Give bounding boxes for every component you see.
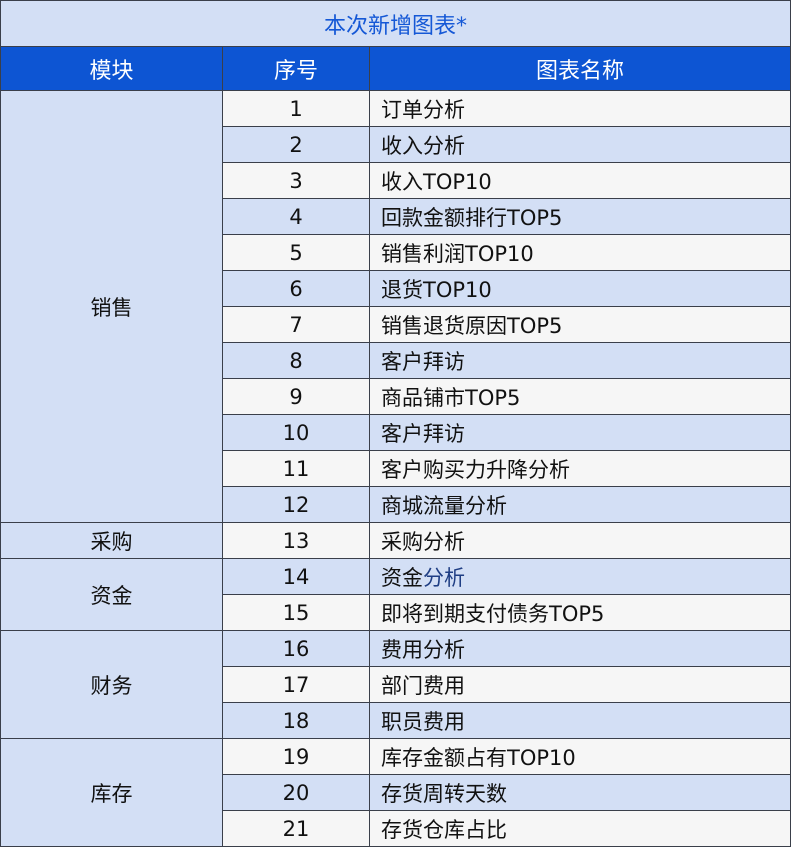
module-cell: 销售 — [0, 90, 223, 523]
chart-name: 库存金额占有TOP10 — [381, 745, 576, 770]
index-cell: 19 — [222, 738, 370, 775]
table-title: 本次新增图表* — [0, 0, 791, 47]
chart-name: 销售退货原因TOP5 — [381, 313, 563, 338]
index-cell: 11 — [222, 450, 370, 487]
chart-name-cell: 退货TOP10 — [369, 270, 791, 307]
table-row: 9 商品铺市TOP5 — [1, 378, 791, 415]
chart-name: 收入TOP10 — [381, 169, 492, 194]
header-index: 序号 — [222, 46, 370, 91]
table-row: 21 存货仓库占比 — [1, 810, 791, 847]
index-cell: 12 — [222, 486, 370, 523]
chart-name-cell: 部门费用 — [369, 666, 791, 703]
index-cell: 9 — [222, 378, 370, 415]
index-cell: 2 — [222, 126, 370, 163]
index-cell: 18 — [222, 702, 370, 739]
table-row: 销售 1 订单分析 — [0, 90, 791, 523]
index-cell: 13 — [222, 522, 370, 559]
chart-name-cell: 费用分析 — [369, 630, 791, 667]
chart-name-cell: 客户拜访 — [369, 414, 791, 451]
chart-name-cell: 收入TOP10 — [369, 162, 791, 199]
index-cell: 14 — [222, 558, 370, 595]
index-cell: 5 — [222, 234, 370, 271]
chart-name-cell: 销售退货原因TOP5 — [369, 306, 791, 343]
chart-name: 资金 — [381, 565, 423, 590]
table-row: 2 收入分析 — [1, 126, 791, 163]
chart-name: 商品铺市TOP5 — [381, 385, 521, 410]
index-cell: 15 — [222, 594, 370, 631]
table-row: 4 回款金额排行TOP5 — [1, 198, 791, 235]
chart-name: 客户拜访 — [381, 349, 465, 374]
chart-name-cell: 订单分析 — [369, 90, 791, 127]
module-cell: 采购 — [0, 522, 223, 559]
table-row: 资金 14 资金分析 — [0, 558, 791, 631]
index-cell: 17 — [222, 666, 370, 703]
table-row: 11 客户购买力升降分析 — [1, 450, 791, 487]
chart-name: 订单分析 — [381, 97, 465, 122]
chart-name-cell: 收入分析 — [369, 126, 791, 163]
chart-name-cell: 采购分析 — [369, 522, 791, 559]
table-row: 17 部门费用 — [1, 666, 791, 703]
index-cell: 20 — [222, 774, 370, 811]
table-row: 7 销售退货原因TOP5 — [1, 306, 791, 343]
chart-name-cell: 库存金额占有TOP10 — [369, 738, 791, 775]
module-cell: 库存 — [0, 738, 223, 847]
index-cell: 4 — [222, 198, 370, 235]
chart-name-cell: 存货周转天数 — [369, 774, 791, 811]
module-cell: 财务 — [0, 630, 223, 739]
chart-name: 存货周转天数 — [381, 781, 507, 806]
chart-name: 费用分析 — [381, 637, 465, 662]
module-cell: 资金 — [0, 558, 223, 631]
chart-name-cell: 即将到期支付债务TOP5 — [369, 594, 791, 631]
index-cell: 7 — [222, 306, 370, 343]
index-cell: 1 — [222, 90, 370, 127]
chart-name-cell: 资金分析 — [369, 558, 791, 595]
chart-name: 收入分析 — [381, 133, 465, 158]
index-cell: 6 — [222, 270, 370, 307]
table-row: 12 商城流量分析 — [1, 486, 791, 523]
table-row: 20 存货周转天数 — [1, 774, 791, 811]
chart-name-cell: 商城流量分析 — [369, 486, 791, 523]
chart-name: 存货仓库占比 — [381, 817, 507, 842]
table-row: 财务 16 费用分析 — [0, 630, 791, 739]
table-row: 6 退货TOP10 — [1, 270, 791, 307]
chart-name-cell: 客户拜访 — [369, 342, 791, 379]
chart-name: 客户购买力升降分析 — [381, 457, 570, 482]
chart-name-cell: 客户购买力升降分析 — [369, 450, 791, 487]
index-cell: 21 — [222, 810, 370, 847]
chart-name: 商城流量分析 — [381, 493, 507, 518]
chart-name-accent: 分析 — [423, 565, 465, 590]
chart-name: 即将到期支付债务TOP5 — [381, 601, 605, 626]
chart-name: 职员费用 — [381, 709, 465, 734]
index-cell: 16 — [222, 630, 370, 667]
index-cell: 8 — [222, 342, 370, 379]
table-row: 采购 13 采购分析 — [0, 522, 791, 559]
chart-name-cell: 商品铺市TOP5 — [369, 378, 791, 415]
table-row: 8 客户拜访 — [1, 342, 791, 379]
chart-name-cell: 回款金额排行TOP5 — [369, 198, 791, 235]
table-row: 18 职员费用 — [1, 702, 791, 739]
table-row: 3 收入TOP10 — [1, 162, 791, 199]
chart-name: 采购分析 — [381, 529, 465, 554]
chart-name-cell: 销售利润TOP10 — [369, 234, 791, 271]
index-cell: 3 — [222, 162, 370, 199]
table-row: 5 销售利润TOP10 — [1, 234, 791, 271]
chart-name: 客户拜访 — [381, 421, 465, 446]
index-cell: 10 — [222, 414, 370, 451]
chart-name-cell: 职员费用 — [369, 702, 791, 739]
table-row: 库存 19 库存金额占有TOP10 — [0, 738, 791, 847]
chart-name: 回款金额排行TOP5 — [381, 205, 563, 230]
chart-name: 销售利润TOP10 — [381, 241, 534, 266]
chart-name: 退货TOP10 — [381, 277, 492, 302]
chart-name-cell: 存货仓库占比 — [369, 810, 791, 847]
header-module: 模块 — [0, 46, 223, 91]
header-name: 图表名称 — [369, 46, 791, 91]
table-row: 10 客户拜访 — [1, 414, 791, 451]
chart-name: 部门费用 — [381, 673, 465, 698]
